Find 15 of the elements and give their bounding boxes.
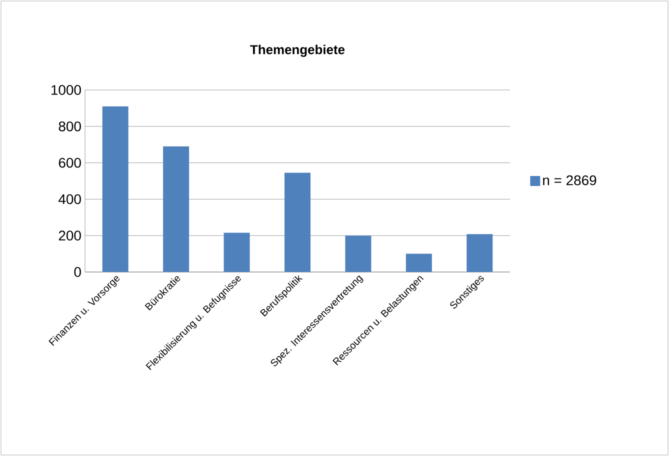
bar: [102, 106, 128, 272]
chart-title: Themengebiete: [250, 44, 345, 57]
y-tick-label: 1000: [52, 85, 81, 95]
y-tick-label: 0: [74, 267, 81, 277]
bar: [284, 172, 310, 272]
bar: [345, 236, 372, 272]
y-tick-label: 400: [58, 194, 81, 204]
legend-label: n = 2869: [543, 175, 596, 186]
bar: [224, 232, 250, 272]
bar: [163, 146, 190, 272]
y-tick-label: 600: [58, 158, 81, 168]
bar: [406, 254, 432, 272]
y-tick-label: 200: [58, 230, 81, 241]
y-tick-label: 800: [58, 121, 81, 132]
bar: [466, 234, 493, 272]
